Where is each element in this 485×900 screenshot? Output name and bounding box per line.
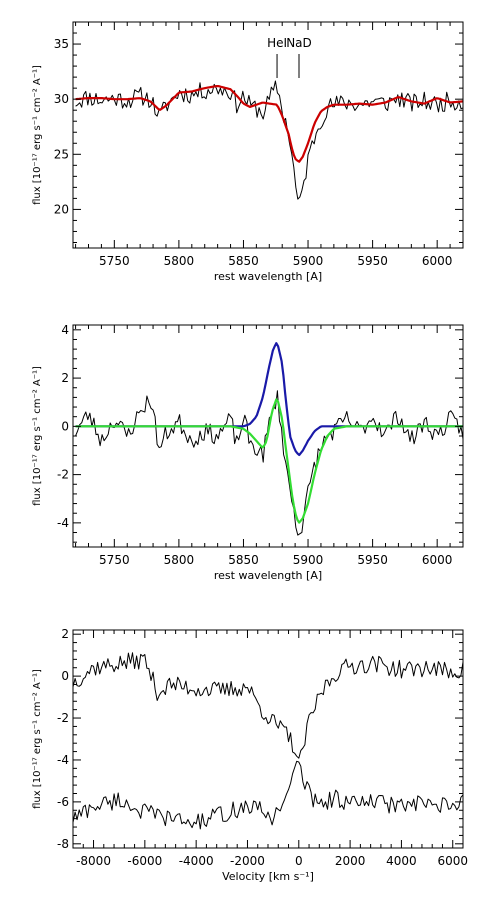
y-tick-label: 2	[61, 371, 69, 385]
series-group	[75, 342, 463, 536]
y-tick-label: 30	[54, 92, 69, 106]
series-line-1	[73, 652, 463, 759]
plot-frame	[72, 21, 464, 249]
x-axis-label: Velocity [km s⁻¹]	[222, 870, 314, 883]
y-tick-label: 0	[61, 419, 69, 433]
x-tick-label: 5900	[293, 254, 324, 268]
series-line-2	[75, 342, 463, 457]
x-tick-label: 4000	[386, 854, 417, 868]
panel-2: 5750 5800 5850 5900 5950 6000 -4 -2 0 2 4 rest wave…	[32, 323, 464, 582]
y-tick-label: -8	[57, 837, 69, 851]
y-axis-label: flux [10⁻¹⁷ erg s⁻¹ cm⁻² A⁻¹]	[32, 366, 43, 506]
x-tick-label: 5750	[99, 254, 130, 268]
series-line-1	[75, 390, 463, 536]
series-line-1	[75, 80, 463, 200]
panel-3: -8000 -6000 -4000 -2000 0 2000 4000 6000 -8 -6 -4 -…	[32, 627, 468, 883]
series-line-3	[75, 398, 463, 524]
x-tick-label: 5800	[164, 553, 195, 567]
x-tick-label: 6000	[422, 553, 453, 567]
x-axis-label: rest wavelength [A]	[214, 569, 322, 582]
x-tick-label: 6000	[437, 854, 468, 868]
x-tick-label: 5950	[357, 553, 388, 567]
series-line-2	[75, 85, 463, 163]
x-tick-label: 2000	[335, 854, 366, 868]
x-tick-label: 5850	[228, 254, 259, 268]
x-tick-label: -2000	[230, 854, 265, 868]
plot-frame	[72, 629, 464, 849]
y-tick-label: 0	[61, 669, 69, 683]
y-tick-label: -2	[57, 711, 69, 725]
y-tick-label: -6	[57, 795, 69, 809]
series-group	[73, 652, 463, 830]
y-tick-label: 4	[61, 323, 69, 337]
y-tick-label: -4	[57, 516, 69, 530]
x-tick-label: 5800	[164, 254, 195, 268]
y-axis-label: flux [10⁻¹⁷ erg s⁻¹ cm⁻² A⁻¹]	[32, 65, 43, 205]
x-tick-label: -6000	[127, 854, 162, 868]
series-line-2	[73, 760, 463, 830]
x-tick-label: 5900	[293, 553, 324, 567]
y-tick-label: 35	[54, 37, 69, 51]
y-tick-label: 20	[54, 202, 69, 216]
x-tick-label: 5750	[99, 553, 130, 567]
x-tick-label: 0	[295, 854, 303, 868]
x-axis-label: rest wavelength [A]	[214, 270, 322, 283]
line-marker-label: HeI	[267, 36, 287, 50]
x-tick-label: 5850	[228, 553, 259, 567]
x-tick-label: -4000	[179, 854, 214, 868]
panel-1: 5750 5800 5850 5900 5950 6000 20 25 30 35 rest wav…	[32, 21, 464, 283]
y-tick-label: 2	[61, 627, 69, 641]
y-tick-label: -4	[57, 753, 69, 767]
x-tick-label: 5950	[357, 254, 388, 268]
line-marker-label: NaD	[286, 36, 312, 50]
series-group	[75, 80, 463, 200]
y-tick-label: -2	[57, 468, 69, 482]
x-tick-label: -8000	[76, 854, 111, 868]
y-tick-label: 25	[54, 147, 69, 161]
x-tick-label: 6000	[422, 254, 453, 268]
y-axis-label: flux [10⁻¹⁷ erg s⁻¹ cm⁻² A⁻¹]	[32, 669, 43, 809]
